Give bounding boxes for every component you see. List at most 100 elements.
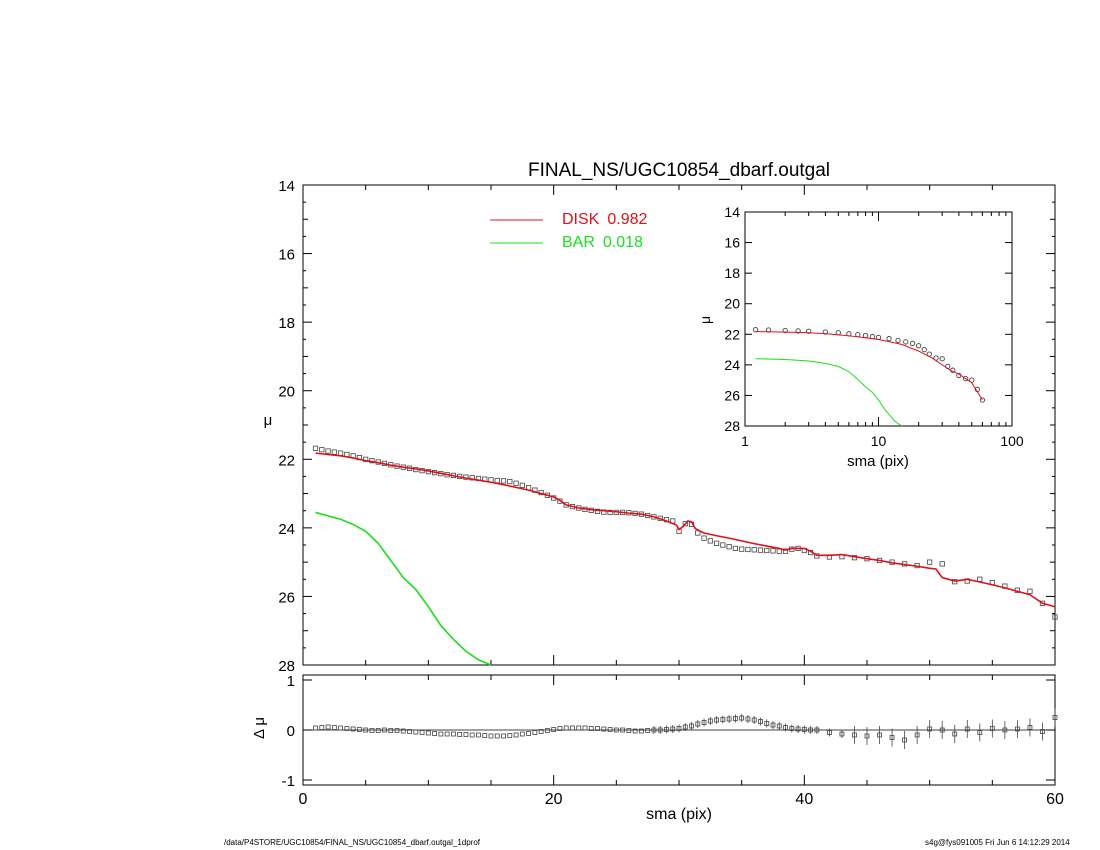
data-point-marker: [782, 548, 789, 554]
data-point-marker: [319, 447, 325, 453]
inset-data-marker: [921, 346, 927, 353]
residual-point-marker: [450, 731, 456, 737]
legend-bar-value: 0.018: [603, 234, 643, 251]
data-point-marker: [757, 547, 764, 553]
data-point-marker: [720, 542, 726, 548]
x-tick-label: 20: [545, 791, 563, 808]
inset-y-tick-label: 20: [724, 296, 740, 312]
residual-point-marker: [670, 726, 676, 732]
main-y-tick-label: 16: [278, 247, 295, 264]
inset-data-marker: [862, 332, 869, 339]
residual-point-marker: [626, 728, 632, 733]
residual-point-marker: [463, 732, 469, 737]
residual-point-marker: [695, 721, 701, 727]
residual-point-marker: [789, 726, 795, 731]
residual-point-marker: [989, 726, 995, 731]
residual-point-marker: [726, 716, 732, 722]
residual-point-marker: [1002, 727, 1008, 733]
data-point-marker: [607, 509, 613, 516]
residual-y-tick-label: 0: [287, 723, 295, 740]
disk-model-line: [315, 452, 1056, 608]
inset-data-marker: [806, 328, 812, 334]
inset-data-marker: [963, 375, 969, 382]
data-point-marker: [751, 547, 757, 553]
residual-point-marker: [570, 725, 575, 731]
inset-disk-line: [755, 331, 983, 401]
data-point-marker: [732, 545, 739, 552]
residual-point-marker: [1052, 715, 1058, 720]
data-point-marker: [764, 547, 770, 554]
data-point-marker: [952, 579, 958, 585]
inset-y-tick-label: 24: [724, 357, 740, 373]
residual-point-marker: [513, 732, 519, 738]
data-point-marker: [977, 576, 983, 582]
data-point-marker: [594, 508, 601, 515]
data-point-marker: [927, 559, 933, 565]
data-point-marker: [519, 482, 525, 488]
residual-point-marker: [413, 729, 419, 735]
residual-point-marker: [1027, 725, 1033, 730]
main-y-tick-label: 14: [278, 178, 295, 195]
inset-data-marker: [895, 337, 901, 344]
inset-data-marker: [939, 356, 945, 362]
residual-point-marker: [689, 723, 694, 729]
residual-point-marker: [889, 735, 895, 740]
inset-y-tick-label: 16: [724, 235, 740, 251]
residual-point-marker: [720, 717, 726, 722]
data-point-marker: [770, 548, 776, 554]
data-point-marker: [494, 477, 500, 484]
inset-y-tick-label: 26: [724, 387, 740, 403]
residual-point-marker: [914, 732, 920, 738]
residual-point-marker: [394, 728, 400, 733]
x-axis-label: sma (pix): [646, 806, 712, 823]
data-point-marker: [601, 509, 607, 515]
x-tick-label: 40: [795, 791, 813, 808]
data-point-marker: [682, 521, 688, 527]
residual-point-marker: [964, 726, 970, 732]
residual-point-marker: [808, 727, 813, 733]
residual-point-marker: [902, 737, 907, 743]
residual-point-marker: [588, 726, 594, 731]
residual-point-marker: [701, 720, 707, 725]
residual-point-marker: [501, 733, 506, 739]
main-y-tick-label: 26: [278, 589, 295, 606]
legend-disk-name: DISK: [562, 211, 600, 228]
residual-point-marker: [639, 728, 644, 734]
residual-point-marker: [344, 726, 350, 731]
data-point-marker: [337, 450, 344, 456]
residual-point-marker: [745, 716, 751, 722]
residual-point-marker: [319, 725, 325, 730]
legend-bar-label: BAR 0.018: [562, 234, 643, 251]
residual-point-marker: [733, 716, 738, 721]
residual-point-marker: [758, 719, 763, 724]
residual-point-marker: [776, 723, 782, 729]
residual-point-marker: [407, 729, 412, 734]
residual-point-marker: [783, 725, 788, 730]
inset-data-marker: [782, 327, 788, 334]
legend-disk-label: DISK 0.982: [562, 211, 647, 228]
residual-point-marker: [952, 731, 958, 737]
main-y-axis-label: μ: [264, 412, 273, 429]
data-point-marker: [500, 478, 507, 484]
residual-point-marker: [939, 727, 945, 733]
residual-point-marker: [714, 717, 719, 723]
data-point-marker: [312, 445, 319, 451]
data-point-marker: [739, 546, 745, 552]
residual-point-marker: [645, 728, 651, 733]
residual-point-marker: [363, 727, 369, 733]
data-point-marker: [331, 449, 337, 455]
data-point-marker: [1027, 588, 1033, 594]
residual-point-marker: [632, 728, 638, 734]
residual-point-marker: [795, 726, 801, 732]
residual-point-marker: [375, 728, 381, 733]
residual-point-marker: [538, 729, 544, 734]
chart-title: FINAL_NS/UGC10854_dbarf.outgal: [528, 160, 830, 181]
data-point-marker: [726, 544, 732, 550]
main-y-tick-label: 20: [278, 384, 295, 401]
residual-point-marker: [551, 727, 557, 732]
inset-x-tick-label: 1: [741, 433, 749, 449]
inset-data-marker: [822, 329, 829, 335]
residual-point-marker: [494, 733, 500, 739]
